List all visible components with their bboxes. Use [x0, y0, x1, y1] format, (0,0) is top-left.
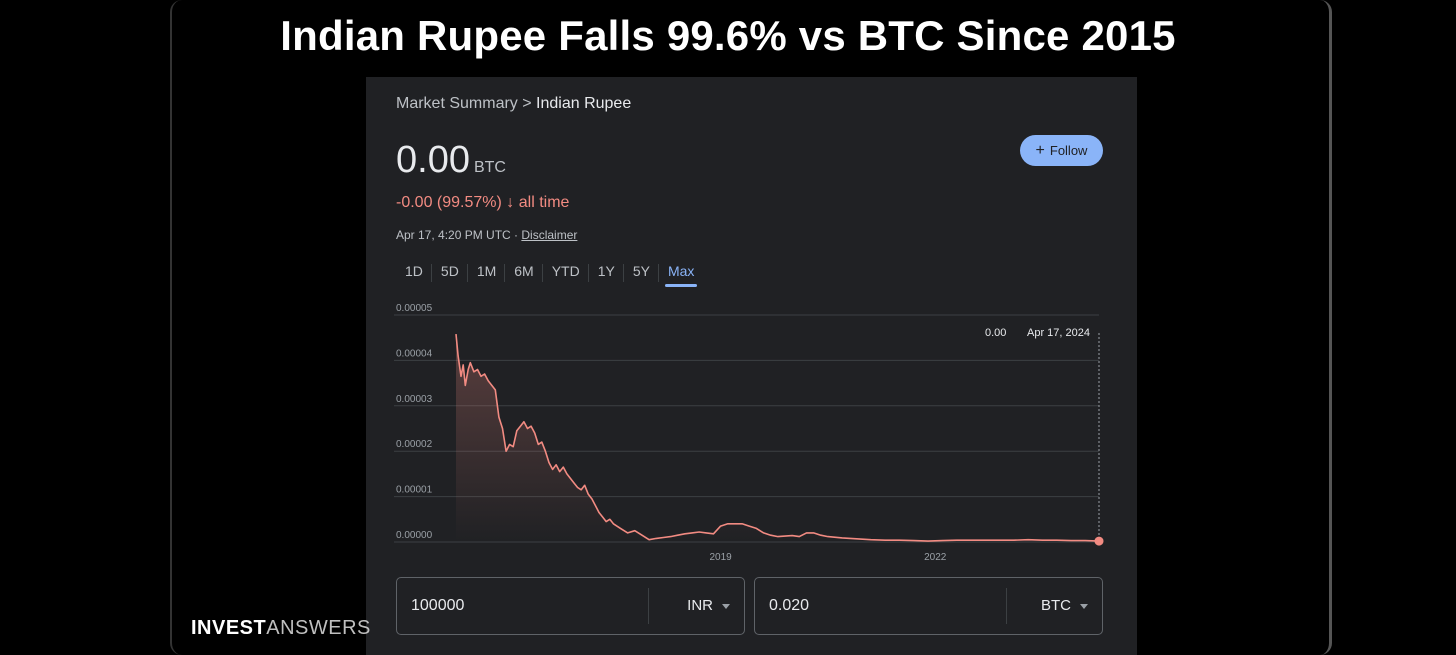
disclaimer-link[interactable]: Disclaimer: [521, 228, 578, 242]
price-unit: BTC: [473, 159, 506, 176]
series-area: [456, 334, 1099, 542]
tab-5y[interactable]: 5Y: [624, 262, 660, 288]
y-tick-label: 0.00002: [396, 439, 433, 450]
y-tick-label: 0.00004: [396, 348, 433, 359]
currency-select-inr[interactable]: INR: [687, 578, 730, 634]
converter-divider: [1006, 588, 1007, 624]
follow-label: Follow: [1049, 143, 1088, 158]
amount-input-btc[interactable]: [769, 578, 989, 634]
amount-input-inr[interactable]: [411, 578, 631, 634]
brand-part2: ANSWERS: [266, 617, 371, 639]
chevron-down-icon: [722, 603, 730, 609]
price-display: 0.00 BTC: [396, 139, 506, 182]
price-chart: 0.000000.000010.000020.000030.000040.000…: [394, 303, 1104, 563]
plus-icon: +: [1035, 141, 1045, 159]
follow-button[interactable]: + Follow: [1020, 135, 1103, 166]
currency-select-btc[interactable]: BTC: [1041, 578, 1088, 634]
headline: Indian Rupee Falls 99.6% vs BTC Since 20…: [280, 12, 1176, 59]
breadcrumb-current: Indian Rupee: [536, 95, 632, 112]
change-value: -0.00 (99.57%): [396, 194, 502, 211]
breadcrumb-parent-link[interactable]: Market Summary: [396, 95, 518, 112]
converter-to: BTC: [754, 577, 1103, 635]
range-tabs: 1D 5D 1M 6M YTD 1Y 5Y Max: [396, 262, 703, 288]
currency-label-inr: INR: [687, 597, 713, 614]
market-summary-panel: Market Summary > Indian Rupee 0.00 BTC -0…: [366, 77, 1137, 655]
last-point-marker: [1094, 536, 1104, 546]
tab-1d[interactable]: 1D: [396, 262, 432, 288]
change-period: all time: [518, 194, 570, 211]
tab-ytd[interactable]: YTD: [543, 262, 589, 288]
price-value: 0.00: [396, 139, 470, 181]
brand-part1: INVEST: [191, 617, 267, 639]
tab-1y[interactable]: 1Y: [589, 262, 624, 288]
timestamp: Apr 17, 4:20 PM UTC · Disclaimer: [396, 228, 577, 242]
timestamp-text: Apr 17, 4:20 PM UTC ·: [396, 228, 522, 242]
breadcrumb: Market Summary > Indian Rupee: [396, 95, 631, 113]
x-tick-label: 2022: [924, 552, 947, 563]
tab-1m[interactable]: 1M: [468, 262, 506, 288]
y-tick-label: 0.00001: [396, 485, 433, 496]
y-tick-label: 0.00000: [396, 530, 433, 541]
converter-divider: [648, 588, 649, 624]
tab-max[interactable]: Max: [659, 262, 703, 288]
brand-watermark: INVESTANSWERS: [191, 617, 371, 640]
series-line: [455, 334, 1100, 542]
converter-from: INR: [396, 577, 745, 635]
x-tick-label: 2019: [710, 552, 733, 563]
currency-label-btc: BTC: [1041, 597, 1071, 614]
tooltip-value: 0.00: [985, 327, 1006, 339]
arrow-down-icon: ↓: [506, 194, 515, 211]
tab-5d[interactable]: 5D: [432, 262, 468, 288]
y-tick-label: 0.00005: [396, 303, 433, 314]
chevron-down-icon: [1080, 603, 1088, 609]
breadcrumb-separator: >: [517, 95, 537, 112]
tooltip-date: Apr 17, 2024: [1027, 327, 1090, 339]
y-tick-label: 0.00003: [396, 394, 433, 405]
price-change: -0.00 (99.57%) ↓ all time: [396, 194, 569, 212]
tab-6m[interactable]: 6M: [505, 262, 544, 288]
